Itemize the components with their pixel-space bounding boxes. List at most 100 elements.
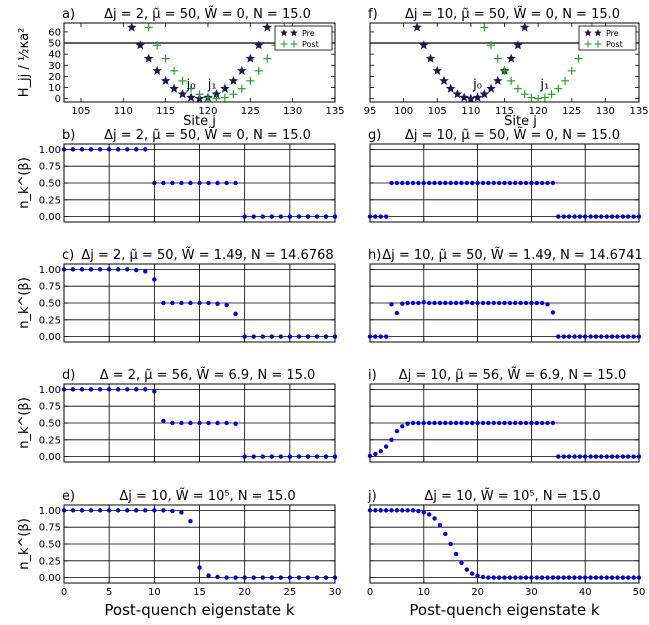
data-point (106, 267, 112, 272)
data-point (197, 565, 202, 570)
data-point-post (547, 90, 556, 99)
data-point-post (178, 76, 187, 85)
data-point (513, 300, 518, 306)
y-tick-label: 0.00 (39, 332, 61, 343)
data-point (314, 334, 320, 339)
data-point (609, 334, 615, 339)
y-axis-label: n_k^(β) (17, 397, 32, 449)
y-axis-label: H_jj / ½κa² (17, 28, 32, 98)
y-tick-label: 30 (48, 61, 61, 72)
panel-label: h) (368, 248, 381, 263)
data-point (631, 575, 636, 580)
data-point (588, 214, 593, 219)
data-point (539, 420, 545, 426)
data-point-pre (452, 89, 463, 99)
data-point (518, 300, 523, 306)
data-point (464, 300, 470, 305)
data-point (251, 334, 256, 339)
data-point (125, 508, 130, 513)
annotation-label: j₀ (186, 78, 196, 93)
x-tick-label: 115 (156, 106, 175, 117)
y-tick-label: 0.50 (39, 179, 61, 190)
data-point (507, 300, 513, 306)
panel-label: e) (62, 489, 75, 504)
data-point (534, 180, 539, 186)
data-point (572, 334, 577, 339)
x-tick-label: 0 (367, 587, 373, 598)
data-point (125, 267, 130, 272)
data-point-post (220, 93, 229, 102)
data-point (251, 454, 256, 459)
data-point (224, 302, 229, 308)
data-point (116, 147, 121, 152)
panel-title: Δj = 10, μ̃ = 50, W̃ = 1.49, N = 14.6741 (382, 248, 643, 263)
x-tick-label: 105 (71, 106, 90, 117)
data-point (233, 180, 238, 186)
data-point (373, 451, 378, 457)
data-point (143, 147, 148, 152)
y-tick-label: 0.75 (39, 402, 61, 413)
data-point (615, 575, 620, 580)
data-point-pre (439, 75, 449, 85)
data-point (410, 420, 416, 426)
data-point (475, 180, 480, 186)
data-point (394, 310, 400, 316)
y-tick-label: 0.00 (39, 212, 61, 223)
data-point (116, 387, 121, 392)
panel-title: Δj = 2, μ̃ = 50, W̃ = 0, N = 15.0 (104, 7, 311, 22)
y-tick-label: 0.00 (39, 573, 61, 584)
data-point (615, 454, 620, 459)
data-point-pre (432, 65, 443, 75)
data-point-pre (169, 83, 179, 93)
data-point (566, 214, 572, 219)
data-point (577, 575, 583, 580)
data-point (529, 575, 534, 580)
data-point-pre (466, 93, 476, 103)
data-point (599, 334, 604, 339)
data-point (437, 420, 443, 426)
data-point-post (203, 93, 212, 102)
data-point (599, 575, 604, 580)
data-point (426, 512, 432, 517)
data-point (491, 300, 496, 306)
data-point (224, 180, 229, 186)
data-point (278, 454, 283, 459)
data-point (464, 180, 470, 186)
data-point (378, 214, 383, 219)
data-point (448, 420, 453, 426)
data-point (215, 180, 220, 186)
data-point-pre (519, 22, 530, 32)
data-point (287, 214, 293, 219)
data-point (502, 575, 507, 580)
data-point (507, 575, 513, 580)
data-point (491, 420, 496, 426)
data-point (534, 420, 539, 426)
data-point (287, 454, 293, 459)
data-point (134, 508, 139, 513)
y-axis-label: n_k^(β) (17, 157, 32, 209)
data-point (421, 510, 426, 515)
data-point-pre (237, 65, 247, 75)
data-point (332, 575, 338, 580)
data-point (88, 147, 94, 152)
data-point (636, 454, 642, 459)
data-point (367, 508, 373, 513)
data-point (405, 180, 410, 186)
x-tick-label: 125 (562, 106, 581, 117)
data-point (188, 420, 193, 426)
data-point (470, 420, 475, 426)
data-point (496, 300, 502, 306)
x-tick-label: 20 (471, 587, 484, 598)
data-point (432, 420, 437, 426)
data-point (636, 575, 642, 580)
data-point (588, 575, 593, 580)
x-tick-label: 130 (283, 106, 302, 117)
panel-i: i) Δj = 10, μ̃ = 56, W̃ = 6.9, N = 15.0 (367, 368, 642, 463)
y-tick-label: 0.50 (39, 540, 61, 551)
data-point (134, 147, 139, 152)
data-point-pre (186, 92, 196, 102)
data-point (206, 420, 211, 426)
data-point (79, 147, 85, 152)
data-point (179, 510, 184, 515)
x-tick-label: 95 (364, 106, 377, 117)
